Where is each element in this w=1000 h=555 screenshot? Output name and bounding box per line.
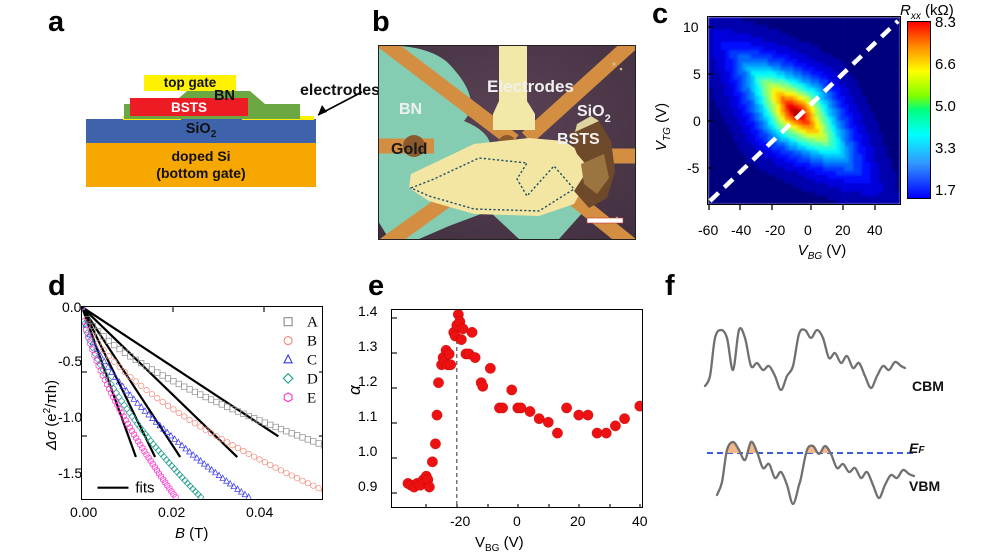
svg-text:C: C [307, 353, 317, 369]
svg-text:BN: BN [399, 101, 422, 118]
svg-text:Gold: Gold [391, 141, 427, 158]
svg-text:A: A [307, 315, 318, 331]
svg-text:BSTS: BSTS [557, 131, 600, 148]
svg-text:fits: fits [135, 480, 154, 497]
svg-text:Electrodes: Electrodes [487, 77, 574, 96]
svg-text:E: E [307, 390, 316, 406]
svg-text:B: B [307, 334, 317, 350]
svg-text:D: D [307, 371, 318, 387]
